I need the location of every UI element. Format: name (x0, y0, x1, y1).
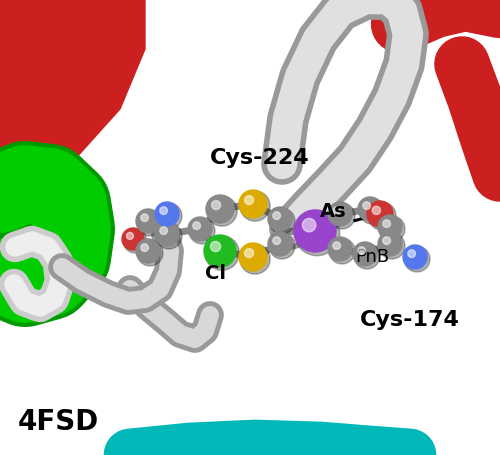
Circle shape (383, 237, 390, 245)
Circle shape (141, 244, 148, 252)
Circle shape (189, 218, 215, 244)
Circle shape (126, 233, 134, 240)
Text: 4FSD: 4FSD (18, 407, 100, 435)
Circle shape (367, 202, 393, 228)
Text: Cl: Cl (204, 264, 226, 283)
Circle shape (368, 202, 396, 231)
Circle shape (155, 222, 179, 247)
Circle shape (273, 237, 280, 245)
Circle shape (269, 233, 295, 259)
Circle shape (188, 217, 212, 242)
Circle shape (244, 196, 254, 205)
Circle shape (122, 228, 144, 250)
Circle shape (155, 202, 179, 227)
Circle shape (160, 207, 168, 215)
Circle shape (240, 244, 270, 274)
Circle shape (244, 249, 254, 258)
Circle shape (294, 211, 336, 253)
Circle shape (372, 207, 380, 215)
Circle shape (212, 201, 220, 210)
Text: As: As (320, 202, 346, 221)
Circle shape (358, 197, 382, 222)
Text: Cys-174: Cys-174 (360, 309, 460, 329)
Polygon shape (0, 0, 145, 195)
Text: PnB: PnB (355, 248, 389, 265)
Circle shape (239, 191, 267, 218)
Circle shape (136, 210, 160, 233)
Circle shape (329, 203, 355, 229)
Circle shape (156, 223, 182, 249)
Circle shape (333, 242, 340, 250)
Circle shape (383, 220, 390, 228)
Circle shape (137, 241, 163, 266)
Circle shape (123, 230, 147, 253)
Circle shape (210, 242, 220, 252)
Circle shape (156, 203, 182, 229)
Circle shape (354, 243, 380, 269)
Circle shape (333, 207, 340, 215)
Circle shape (408, 250, 416, 258)
Text: Cys-224: Cys-224 (210, 148, 310, 167)
Circle shape (328, 238, 352, 262)
Circle shape (207, 197, 237, 227)
Circle shape (404, 247, 430, 273)
Circle shape (294, 211, 340, 256)
Circle shape (240, 192, 270, 222)
Circle shape (269, 208, 295, 234)
Circle shape (353, 243, 377, 267)
Circle shape (378, 216, 402, 239)
Circle shape (204, 236, 240, 271)
Circle shape (302, 219, 316, 233)
Circle shape (206, 196, 234, 223)
Circle shape (268, 233, 292, 257)
Circle shape (193, 222, 200, 230)
Circle shape (137, 211, 163, 237)
Circle shape (268, 207, 292, 232)
Circle shape (403, 245, 427, 269)
Circle shape (239, 243, 267, 271)
Circle shape (379, 217, 405, 243)
Circle shape (378, 233, 402, 257)
Circle shape (136, 239, 160, 263)
Circle shape (204, 236, 236, 268)
Circle shape (358, 247, 366, 255)
Circle shape (160, 228, 168, 235)
Circle shape (379, 233, 405, 259)
Circle shape (273, 212, 280, 220)
Circle shape (363, 202, 370, 210)
Circle shape (141, 214, 148, 222)
Circle shape (328, 202, 352, 227)
Circle shape (329, 238, 355, 264)
Circle shape (359, 198, 385, 224)
